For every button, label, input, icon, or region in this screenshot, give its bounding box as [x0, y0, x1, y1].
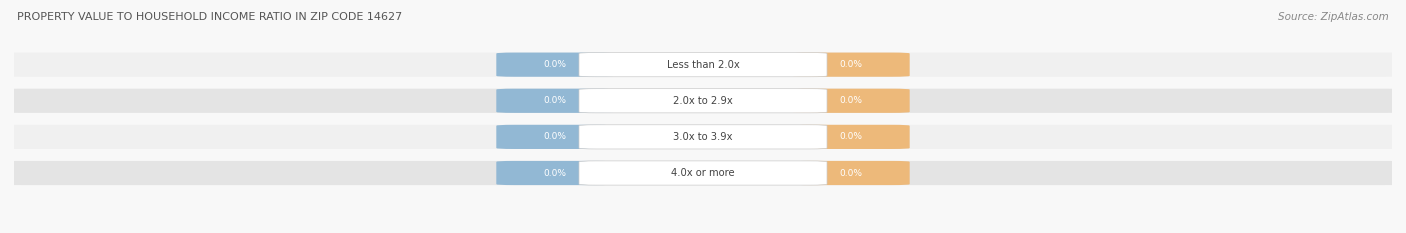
- Text: 4.0x or more: 4.0x or more: [671, 168, 735, 178]
- FancyBboxPatch shape: [579, 89, 827, 113]
- FancyBboxPatch shape: [4, 125, 1402, 149]
- FancyBboxPatch shape: [793, 125, 910, 149]
- FancyBboxPatch shape: [496, 125, 613, 149]
- Text: 0.0%: 0.0%: [839, 132, 863, 141]
- Text: Less than 2.0x: Less than 2.0x: [666, 60, 740, 70]
- Text: 0.0%: 0.0%: [839, 96, 863, 105]
- FancyBboxPatch shape: [793, 53, 910, 77]
- FancyBboxPatch shape: [4, 161, 1402, 185]
- FancyBboxPatch shape: [496, 89, 613, 113]
- Text: Source: ZipAtlas.com: Source: ZipAtlas.com: [1278, 12, 1389, 22]
- Text: 0.0%: 0.0%: [543, 132, 567, 141]
- FancyBboxPatch shape: [496, 53, 613, 77]
- FancyBboxPatch shape: [793, 89, 910, 113]
- FancyBboxPatch shape: [579, 125, 827, 149]
- Text: 3.0x to 3.9x: 3.0x to 3.9x: [673, 132, 733, 142]
- Text: 0.0%: 0.0%: [543, 60, 567, 69]
- Text: 0.0%: 0.0%: [839, 60, 863, 69]
- FancyBboxPatch shape: [579, 161, 827, 185]
- Text: PROPERTY VALUE TO HOUSEHOLD INCOME RATIO IN ZIP CODE 14627: PROPERTY VALUE TO HOUSEHOLD INCOME RATIO…: [17, 12, 402, 22]
- Text: 2.0x to 2.9x: 2.0x to 2.9x: [673, 96, 733, 106]
- FancyBboxPatch shape: [496, 161, 613, 185]
- FancyBboxPatch shape: [793, 161, 910, 185]
- Text: 0.0%: 0.0%: [839, 168, 863, 178]
- FancyBboxPatch shape: [4, 89, 1402, 113]
- FancyBboxPatch shape: [579, 53, 827, 77]
- FancyBboxPatch shape: [4, 53, 1402, 77]
- Text: 0.0%: 0.0%: [543, 168, 567, 178]
- Text: 0.0%: 0.0%: [543, 96, 567, 105]
